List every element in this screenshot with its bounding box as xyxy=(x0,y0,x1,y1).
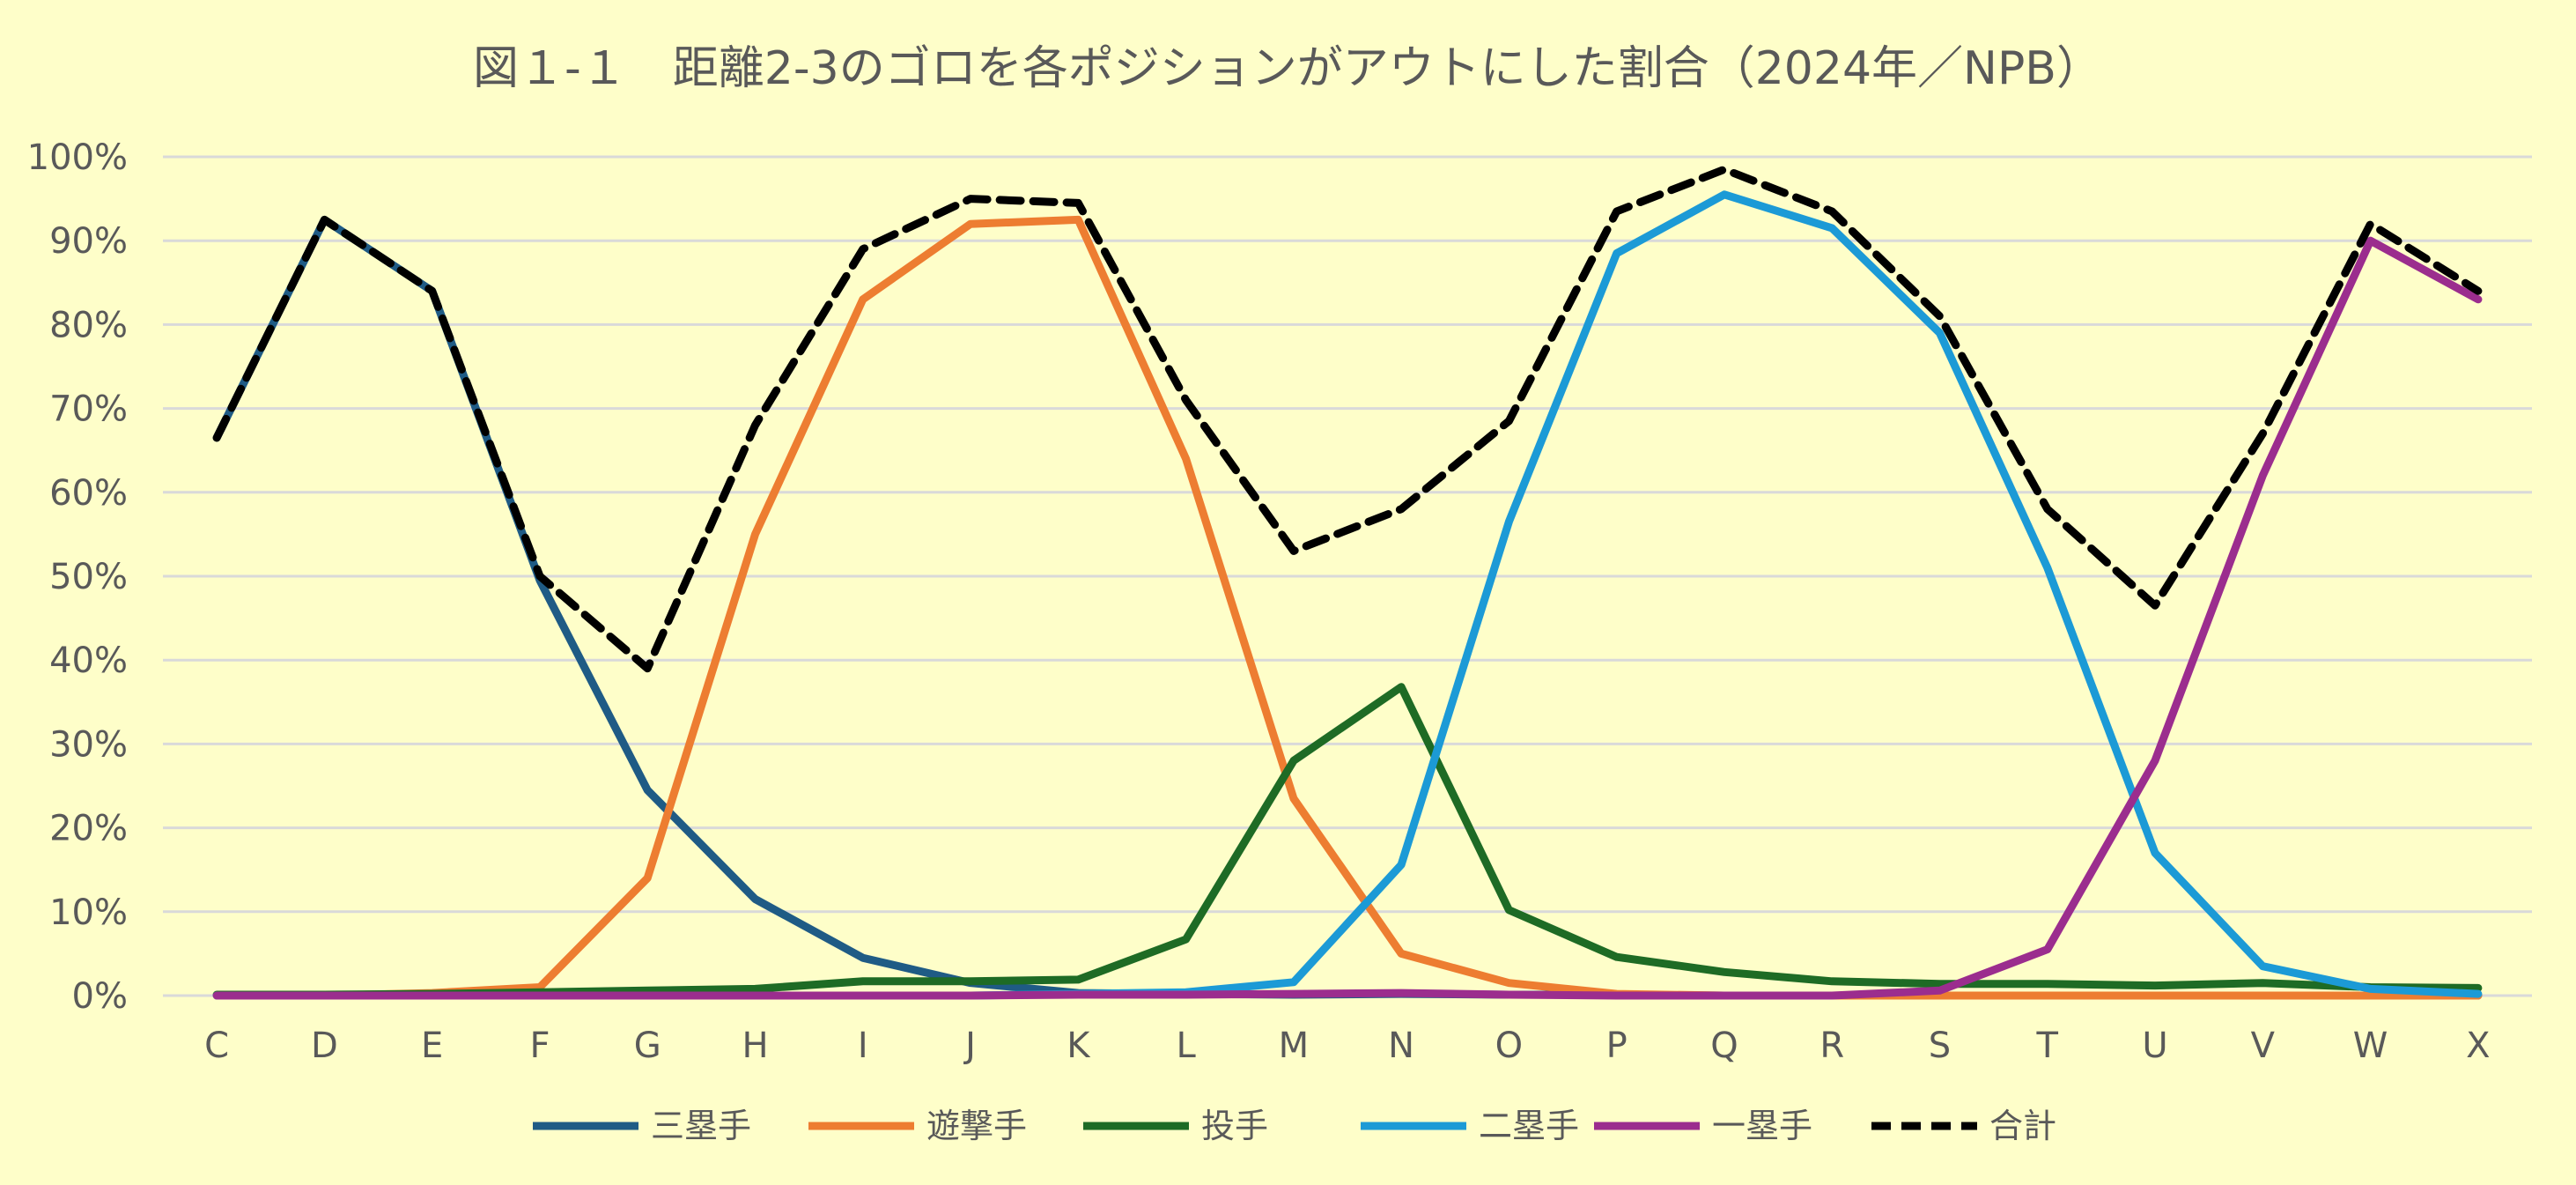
x-tick-label: U xyxy=(2142,1026,2167,1066)
legend-label: 合計 xyxy=(1989,1107,2056,1145)
legend: 三塁手 遊撃手 投手 二塁手 一塁手 合計 xyxy=(533,1107,2056,1145)
series-line xyxy=(212,165,2483,673)
x-tick-label: J xyxy=(963,1026,976,1066)
x-tick-label: S xyxy=(1929,1026,1951,1066)
x-tick-label: I xyxy=(858,1026,868,1066)
x-tick-label: L xyxy=(1176,1026,1196,1066)
series-line xyxy=(212,683,2483,999)
x-axis-ticks: C D E F G H I J K L M N O P Q R S T U V W X xyxy=(204,1026,2490,1066)
x-tick-label: C xyxy=(204,1026,229,1066)
y-tick-label: 0% xyxy=(72,976,128,1017)
y-tick-label: 10% xyxy=(49,892,128,933)
x-tick-label: V xyxy=(2251,1026,2276,1066)
x-tick-label: D xyxy=(311,1026,338,1066)
x-tick-label: R xyxy=(1819,1026,1844,1066)
grid-lines xyxy=(163,155,2532,997)
y-tick-label: 100% xyxy=(27,137,128,178)
y-tick-label: 70% xyxy=(49,389,128,430)
y-tick-label: 20% xyxy=(49,809,128,849)
y-tick-label: 60% xyxy=(49,473,128,514)
series-lines xyxy=(212,165,2483,1000)
x-tick-label: H xyxy=(742,1026,768,1066)
y-tick-label: 80% xyxy=(49,305,128,345)
y-axis-ticks: 0% 10% 20% 30% 40% 50% 60% 70% 80% 90% 100% xyxy=(27,137,128,1017)
x-tick-label: F xyxy=(529,1026,550,1066)
series-line xyxy=(212,236,2483,1000)
x-tick-label: X xyxy=(2466,1026,2490,1066)
x-tick-label: N xyxy=(1388,1026,1414,1066)
x-tick-label: T xyxy=(2036,1026,2059,1066)
y-tick-label: 30% xyxy=(49,724,128,765)
legend-label: 一塁手 xyxy=(1712,1107,1812,1145)
x-tick-label: O xyxy=(1495,1026,1523,1066)
y-tick-label: 50% xyxy=(49,557,128,597)
legend-label: 二塁手 xyxy=(1479,1107,1579,1145)
x-tick-label: G xyxy=(634,1026,661,1066)
x-tick-label: Q xyxy=(1710,1026,1738,1066)
legend-label: 投手 xyxy=(1201,1107,1268,1145)
x-tick-label: M xyxy=(1279,1026,1310,1066)
y-tick-label: 40% xyxy=(49,641,128,681)
y-tick-label: 90% xyxy=(49,221,128,262)
chart-title: 図１-１ 距離2-3のゴロを各ポジションがアウトにした割合（2024年／NPB） xyxy=(473,42,2102,95)
x-tick-label: E xyxy=(421,1026,443,1066)
legend-label: 遊撃手 xyxy=(926,1107,1027,1145)
x-tick-label: P xyxy=(1606,1026,1628,1066)
x-tick-label: K xyxy=(1067,1026,1091,1066)
series-line xyxy=(212,215,2483,1000)
legend-label: 三塁手 xyxy=(651,1107,751,1145)
x-tick-label: W xyxy=(2353,1026,2388,1066)
